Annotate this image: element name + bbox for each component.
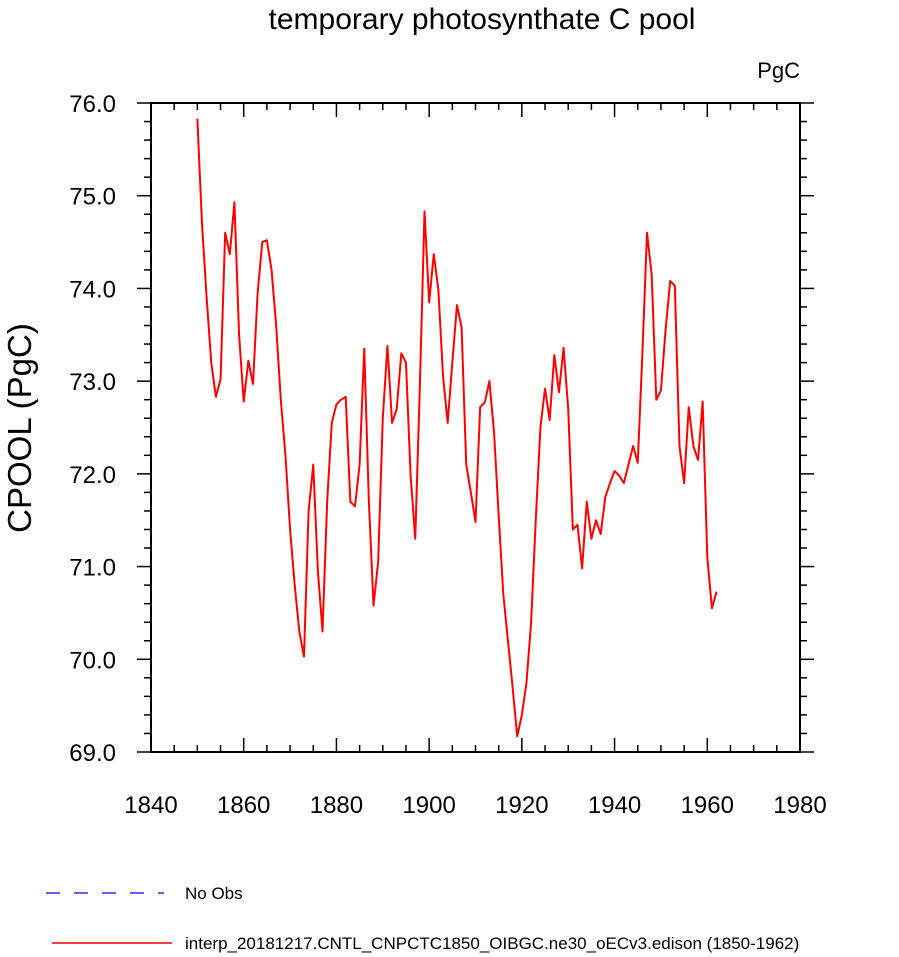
x-tick-labels: 1840 1860 1880 1900 1920 1940 1960 1980 — [124, 792, 826, 819]
plot-lines — [196, 118, 718, 738]
axis-ticks — [137, 102, 814, 753]
y-tick-label: 72.0 — [69, 462, 116, 489]
y-tick-label: 74.0 — [69, 276, 116, 303]
x-tick-label: 1960 — [681, 792, 734, 819]
y-tick-label: 75.0 — [69, 184, 116, 211]
units-label: PgC — [757, 58, 800, 83]
y-axis-title: CPOOL (PgC) — [1, 323, 38, 533]
legend-label-no-obs: No Obs — [185, 884, 243, 903]
y-tick-label: 73.0 — [69, 369, 116, 396]
plot-frame — [150, 102, 801, 753]
x-tick-label: 1980 — [773, 792, 826, 819]
x-tick-label: 1920 — [495, 792, 548, 819]
legend: No Obs interp_20181217.CNTL_CNPCTC1850_O… — [46, 884, 799, 953]
x-tick-label: 1940 — [588, 792, 641, 819]
y-tick-label: 69.0 — [69, 740, 116, 767]
chart-title: temporary photosynthate C pool — [269, 3, 696, 36]
y-tick-label: 71.0 — [69, 555, 116, 582]
x-tick-label: 1860 — [217, 792, 270, 819]
x-tick-label: 1880 — [310, 792, 363, 819]
y-tick-label: 70.0 — [69, 647, 116, 674]
y-tick-label: 76.0 — [69, 91, 116, 118]
x-tick-label: 1900 — [402, 792, 455, 819]
series-line-cpool — [196, 118, 718, 738]
y-tick-labels: 69.0 70.0 71.0 72.0 73.0 74.0 75.0 76.0 — [69, 91, 116, 767]
x-tick-label: 1840 — [124, 792, 177, 819]
legend-label-model: interp_20181217.CNTL_CNPCTC1850_OIBGC.ne… — [185, 934, 799, 953]
